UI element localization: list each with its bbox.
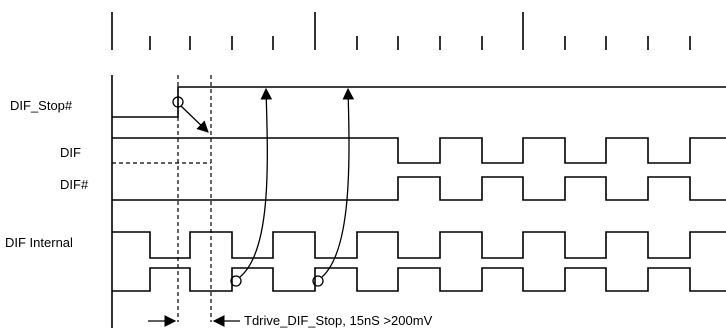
timing-annotation: Tdrive_DIF_Stop, 15nS >200mV [244, 313, 433, 328]
label-dif-n: DIF# [60, 177, 89, 192]
label-dif-stop: DIF_Stop# [10, 98, 73, 113]
clock-ticks [111, 12, 691, 50]
arrow-internal-1 [239, 87, 273, 278]
wave-dif-n [112, 176, 726, 201]
wave-dif-stop [112, 86, 726, 118]
arrow-internal-2 [321, 87, 355, 278]
edge-circle-internal-2 [312, 275, 324, 287]
edge-circle-stop [172, 96, 184, 108]
label-dif: DIF [60, 145, 81, 160]
wave-dif-internal-true [112, 231, 726, 259]
wave-dif [112, 137, 726, 164]
label-dif-internal: DIF Internal [5, 235, 73, 250]
arrow-stop-to-dif [180, 105, 209, 133]
edge-circle-internal-1 [230, 275, 242, 287]
wave-dif-internal-comp [112, 267, 726, 292]
